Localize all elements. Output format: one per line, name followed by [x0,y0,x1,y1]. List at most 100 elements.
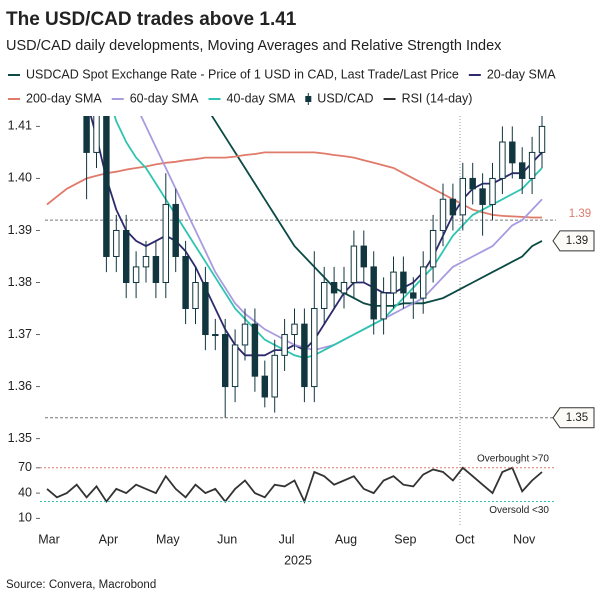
legend-label: 60-day SMA [130,91,199,105]
x-tick-label: Aug [335,532,357,546]
candle-body [330,282,338,294]
candle-body [528,151,536,179]
candle-body [340,282,348,294]
y-tick-label: 70 [18,460,32,474]
candle-body [251,323,259,377]
candle-body [489,177,496,205]
candle-body [439,198,447,231]
legend-item: RSI (14-day) [383,91,473,105]
chart-title: The USD/CAD trades above 1.41 [6,9,297,30]
end-label: 1.39 [566,235,588,247]
candle-body [370,266,377,320]
candle-body [162,203,170,283]
series-line [210,116,543,307]
x-tick-label: Oct [455,532,475,546]
candle-body [142,255,150,268]
x-tick-label: Sep [394,532,416,546]
candle-body [350,245,358,283]
candle-body [113,229,120,257]
legend-item: USDCAD Spot Exchange Rate - Price of 1 U… [8,67,459,81]
end-label: 1.35 [566,412,588,424]
candle-body [360,245,368,268]
candle-body [390,271,397,294]
candle-body [419,266,427,299]
legend-label: 20-day SMA [487,67,556,81]
x-tick-label: Nov [513,532,536,546]
legend-item: 200-day SMA [8,91,102,105]
plot-area [46,116,546,418]
candle-body [380,292,387,320]
candle-body [202,282,209,336]
x-tick-label: Mar [38,532,60,546]
candle-body [479,188,486,205]
candle-body [182,255,189,310]
candle-body [103,116,110,257]
rsi-threshold-label: Oversold <30 [489,505,549,516]
series-line [46,151,542,219]
candle-body [122,229,130,283]
candle-body [83,116,90,153]
candle-body [320,282,328,310]
candle-body [271,354,278,398]
legend-item: 20-day SMA [468,67,556,81]
candle-body [311,308,318,388]
candle-body [132,266,140,283]
series-line [46,466,543,504]
candle-body [221,334,229,388]
legend-label: RSI (14-day) [402,91,473,105]
source-note: Source: Convera, Macrobond [6,579,156,591]
legend-swatch [305,96,312,102]
end-label: 1.39 [569,208,591,220]
candle-body [509,141,516,164]
y-tick-label: 1.37 [8,327,32,341]
legend-label: USDCAD Spot Exchange Rate - Price of 1 U… [26,67,459,81]
candle-body [538,125,546,153]
legend-label: 200-day SMA [26,91,102,105]
y-tick-label: 1.36 [8,379,32,393]
candle-body [152,255,160,283]
x-tick-label: Jun [217,532,237,546]
end-label-box [552,230,595,252]
legend-item: 40-day SMA [208,91,296,105]
candle-body [241,323,249,346]
series-line [113,116,543,359]
candle-body [261,375,269,398]
x-tick-label: Apr [99,532,118,546]
candle-body [469,177,476,190]
candle-body [212,334,219,337]
candle-body [410,292,417,299]
y-tick-label: 1.35 [8,431,32,445]
y-tick-label: 1.39 [8,223,32,237]
candle-body [400,271,407,294]
candle-body [518,162,526,179]
x-tick-label: May [156,532,180,546]
candle-body [192,282,199,310]
y-tick-label: 1.38 [8,275,32,289]
legend-label: USD/CAD [317,91,373,105]
x-tick-label: Jul [279,532,295,546]
end-label-box [552,407,595,429]
candle-body [449,198,457,216]
y-tick-label: 1.41 [8,119,32,133]
candle-body [499,141,506,179]
candle-body [429,229,437,268]
y-tick-label: 1.40 [8,171,32,185]
rsi-area [46,466,543,504]
candle-body [291,323,298,336]
rsi-threshold-label: Overbought >70 [477,453,549,464]
candle-body [459,177,467,216]
candle-body [172,203,179,257]
candle-body [93,116,100,153]
legend-label: 40-day SMA [227,91,296,105]
legend-item: USD/CAD [305,91,374,105]
x-axis-year: 2025 [284,553,312,567]
candle-body [281,334,288,356]
y-tick-label: 10 [18,511,32,525]
candle-body [231,344,239,388]
candle-body [301,323,308,388]
y-tick-label: 40 [18,485,32,499]
legend-item: 60-day SMA [111,91,199,105]
chart-subtitle: USD/CAD daily developments, Moving Avera… [6,38,502,54]
